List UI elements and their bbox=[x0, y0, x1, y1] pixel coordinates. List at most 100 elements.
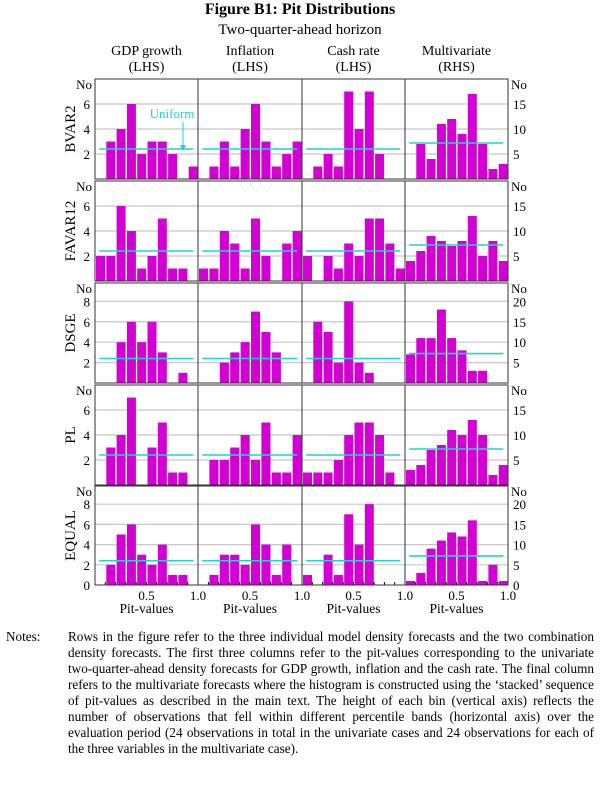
histogram-bar bbox=[282, 243, 292, 281]
histogram-bar bbox=[457, 134, 467, 179]
histogram-bar bbox=[219, 460, 229, 485]
x-tick-label: 1.0 bbox=[397, 588, 413, 603]
histogram-bar bbox=[333, 574, 343, 585]
y-tick-label-right: 15 bbox=[513, 315, 526, 330]
histogram-bar bbox=[147, 564, 157, 585]
histogram-bar bbox=[406, 354, 415, 383]
y-tick-label-right: 20 bbox=[513, 294, 526, 309]
histogram-bar bbox=[251, 460, 261, 485]
histogram-bar bbox=[333, 460, 343, 485]
y-tick-label-right: 10 bbox=[513, 224, 526, 239]
histogram-bar bbox=[323, 331, 333, 383]
histogram-bar bbox=[230, 243, 240, 281]
histogram-bar bbox=[467, 94, 477, 179]
y-tick-label-left: 6 bbox=[84, 97, 91, 112]
y-tick-label-left: 8 bbox=[84, 497, 91, 512]
histogram-bar bbox=[364, 218, 374, 281]
column-axis-label: (LHS) bbox=[336, 60, 372, 75]
histogram-bar bbox=[106, 256, 116, 281]
histogram-bar bbox=[116, 129, 126, 179]
histogram-bar bbox=[168, 472, 178, 485]
histogram-bar bbox=[436, 540, 446, 585]
column-title: Cash rate bbox=[327, 44, 379, 59]
histogram-bar bbox=[126, 397, 136, 485]
histogram-bar bbox=[323, 154, 333, 179]
histogram-bar bbox=[344, 243, 354, 281]
histogram-bar bbox=[157, 141, 167, 179]
histogram-bar bbox=[498, 465, 508, 485]
pit-distributions-figure: Figure B1: Pit Distributions Two-quarter… bbox=[63, 1, 527, 616]
histogram-bar bbox=[137, 268, 147, 281]
x-tick-label: 0.5 bbox=[448, 588, 464, 603]
histogram-bar bbox=[385, 243, 395, 281]
histogram-bar bbox=[457, 241, 467, 281]
histogram-bar bbox=[168, 574, 178, 585]
histogram-bar bbox=[147, 321, 157, 383]
y-tick-label-right: 10 bbox=[513, 122, 526, 137]
histogram-bar bbox=[354, 129, 364, 179]
histogram-bar bbox=[426, 338, 436, 383]
y-tick-label-left: 2 bbox=[84, 356, 91, 371]
y-unit-label-left: No bbox=[76, 77, 92, 92]
histogram-bar bbox=[292, 141, 302, 179]
y-tick-label-left: 2 bbox=[84, 249, 91, 264]
histogram-bar bbox=[364, 91, 374, 179]
histogram-bar bbox=[168, 154, 178, 179]
y-tick-label-right: 10 bbox=[513, 538, 526, 553]
histogram-bar bbox=[261, 544, 271, 585]
histogram-bar bbox=[147, 256, 157, 281]
y-tick-label-right: 20 bbox=[513, 497, 526, 512]
histogram-bar bbox=[209, 460, 219, 485]
histogram-bar bbox=[313, 321, 323, 383]
histogram-bar bbox=[106, 141, 116, 179]
histogram-bar bbox=[333, 362, 343, 383]
histogram-bar bbox=[106, 447, 116, 485]
histogram-bar bbox=[219, 554, 229, 585]
histogram-bar bbox=[416, 251, 426, 281]
x-tick-label: 0.5 bbox=[242, 588, 258, 603]
y-unit-label-right: No bbox=[511, 484, 527, 499]
histogram-bar bbox=[323, 554, 333, 585]
histogram-bar bbox=[168, 268, 178, 281]
histogram-bar bbox=[282, 154, 292, 179]
histogram-bar bbox=[426, 450, 436, 485]
histogram-bar bbox=[106, 564, 116, 585]
histogram-bar bbox=[116, 206, 126, 281]
histogram-bar bbox=[126, 231, 136, 281]
notes: Notes: Rows in the figure refer to the t… bbox=[6, 629, 594, 757]
histogram-bar bbox=[116, 342, 126, 383]
y-tick-label-left: 6 bbox=[84, 315, 91, 330]
y-tick-label-left: 2 bbox=[84, 453, 91, 468]
column-title: Inflation bbox=[226, 44, 274, 59]
y-tick-label-right: 15 bbox=[513, 517, 526, 532]
histogram-bar bbox=[333, 268, 343, 281]
histogram-bar bbox=[178, 472, 188, 485]
column-axis-label: (LHS) bbox=[129, 60, 165, 75]
figure-subtitle: Two-quarter-ahead horizon bbox=[218, 22, 382, 38]
histogram-bar bbox=[137, 154, 147, 179]
y-tick-label-left: 8 bbox=[84, 294, 91, 309]
histogram-bar bbox=[416, 338, 426, 383]
histogram-bar bbox=[209, 574, 219, 585]
histogram-bar bbox=[406, 261, 415, 281]
histogram-bar bbox=[416, 144, 426, 179]
histogram-bar bbox=[303, 574, 312, 585]
histogram-bar bbox=[126, 321, 136, 383]
histogram-bar bbox=[467, 370, 477, 383]
x-axis-label: Pit-values bbox=[120, 601, 174, 616]
column-title: GDP growth bbox=[111, 44, 182, 59]
y-tick-label-left: 4 bbox=[84, 428, 91, 443]
histogram-bar bbox=[157, 544, 167, 585]
y-unit-label-left: No bbox=[76, 281, 92, 296]
histogram-bar bbox=[261, 331, 271, 383]
uniform-annotation: Uniform bbox=[150, 106, 195, 121]
y-tick-label-right: 5 bbox=[513, 558, 520, 573]
row-label: EQUAL bbox=[63, 510, 79, 561]
histogram-bar bbox=[126, 104, 136, 179]
y-tick-label-left: 2 bbox=[84, 558, 91, 573]
x-axis-label: Pit-values bbox=[223, 601, 277, 616]
histogram-bar bbox=[230, 554, 240, 585]
histogram-bar bbox=[240, 564, 250, 585]
histogram-bar bbox=[261, 141, 271, 179]
y-tick-label-right: 5 bbox=[513, 249, 520, 264]
